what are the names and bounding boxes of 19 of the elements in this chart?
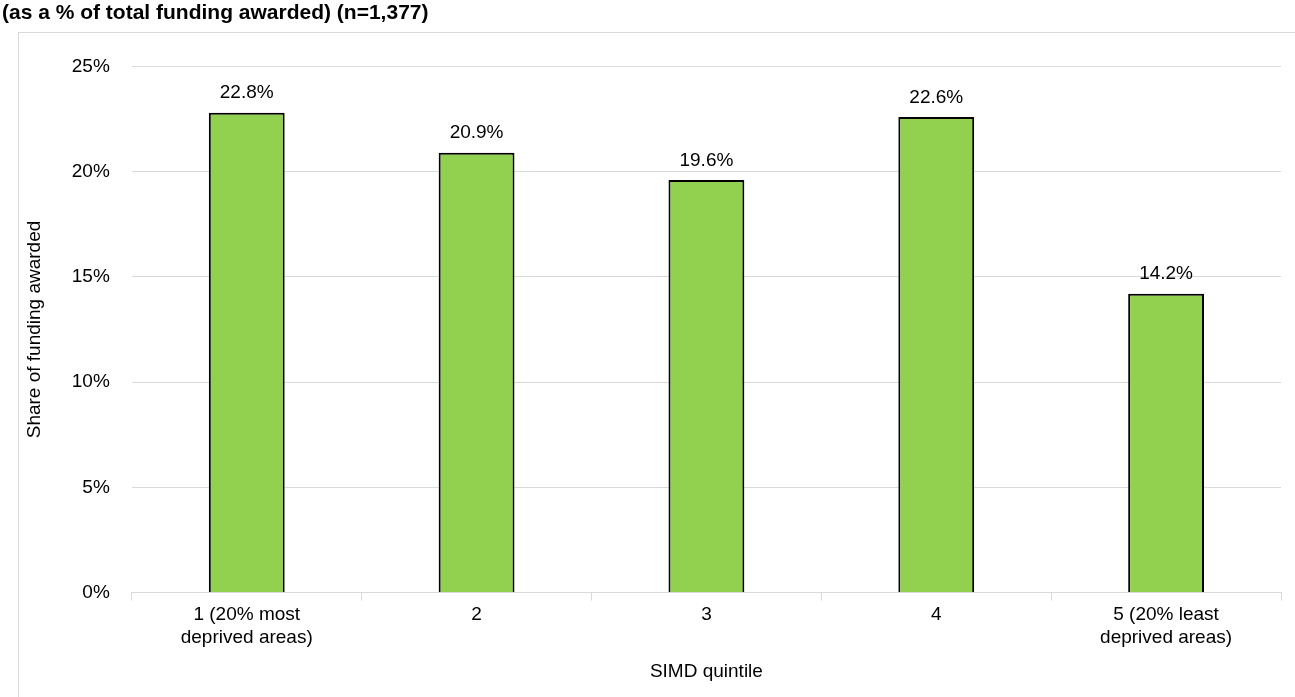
y-axis-title: Share of funding awarded [22,220,44,439]
x-tick-label: 4 [930,603,942,625]
data-label: 22.6% [909,85,964,107]
x-axis-title: SIMD quintile [649,659,763,681]
x-tick-label: 5 (20% least deprived areas) [1100,603,1233,648]
y-tick-label: 20% [71,159,110,181]
y-tick-label: 5% [82,475,110,497]
y-tick-label: 15% [71,265,110,287]
data-label: 19.6% [679,148,734,170]
x-tick-label: 1 (20% most deprived areas) [180,603,313,648]
x-tick-label: 3 [701,603,712,625]
data-label: 22.8% [219,81,274,103]
data-label: 20.9% [449,121,504,143]
y-tick-label: 10% [71,370,110,392]
y-tick-label: 25% [71,54,110,76]
data-label: 14.2% [1139,262,1194,284]
y-tick-label: 0% [82,580,110,602]
chart-title: (as a % of total funding awarded) (n=1,377) [2,0,429,24]
x-tick-label: 2 [471,603,482,625]
